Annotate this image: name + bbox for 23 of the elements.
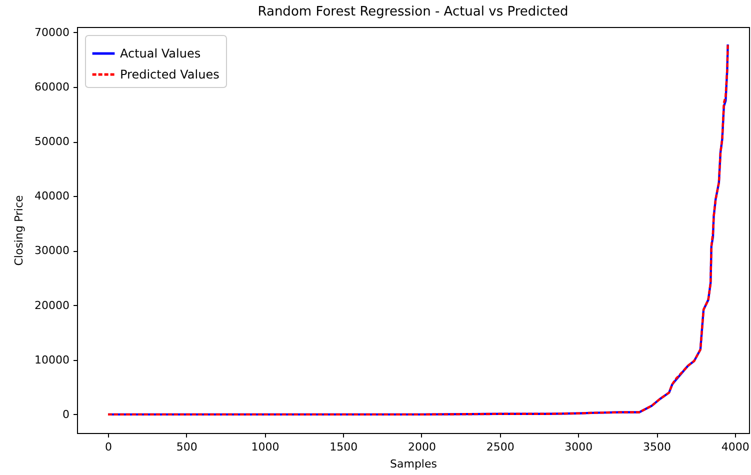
x-tick-label: 4000 [721,440,750,454]
y-tick-label: 10000 [34,353,70,366]
x-tick-label: 500 [176,440,198,454]
x-tick-label: 2000 [408,440,436,454]
y-tick-label: 60000 [34,80,70,94]
y-tick-label: 20000 [34,298,70,312]
y-tick-label: 30000 [34,244,70,258]
x-tick-label: 3500 [643,440,672,454]
x-axis-title: Samples [390,458,438,470]
line-series [106,43,729,416]
legend-label: Actual Values [120,46,201,60]
x-tick-label: 0 [105,440,112,454]
chart-title: Random Forest Regression - Actual vs Predicted [258,4,568,20]
x-tick-label: 1500 [330,440,358,454]
y-tick-label: 70000 [34,26,70,39]
legend-label: Predicted Values [120,68,220,82]
x-tick-label: 1000 [251,440,280,454]
y-tick-label: 0 [62,408,70,421]
x-tick-label: 2500 [486,440,514,454]
y-tick-label: 40000 [34,190,70,203]
y-tick-label: 50000 [34,135,70,148]
x-tick-label: 3000 [564,440,593,454]
y-axis-title: Closing Price [12,195,26,266]
